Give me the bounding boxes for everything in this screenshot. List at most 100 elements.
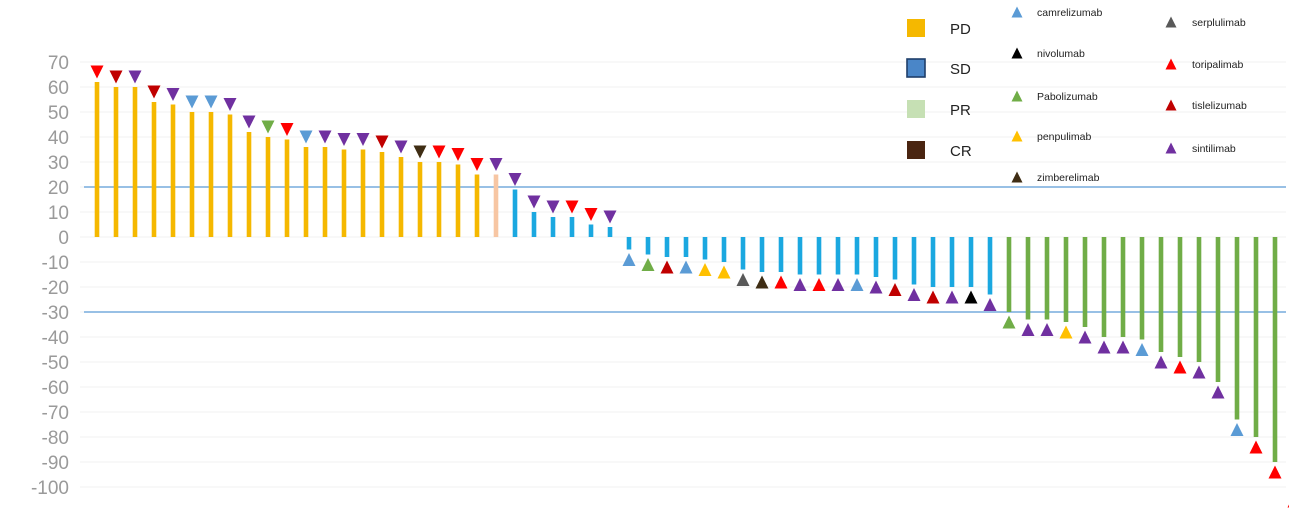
bar <box>702 237 708 260</box>
drug-marker <box>907 288 921 301</box>
drug-marker <box>1021 323 1035 336</box>
drug-marker <box>1116 340 1130 354</box>
bar <box>759 237 765 272</box>
legend-drug-icon <box>1011 47 1023 59</box>
drug-marker <box>1154 355 1168 369</box>
legend-drug-label: toripalimab <box>1192 59 1244 71</box>
drug-marker <box>983 298 997 311</box>
legend-label: CR <box>950 143 972 160</box>
drug-marker <box>242 115 256 129</box>
drug-marker <box>1173 360 1187 374</box>
drug-marker <box>470 158 484 171</box>
legend-drug-label: zimberelimab <box>1037 172 1100 184</box>
bar <box>1082 237 1088 327</box>
bar <box>1196 237 1202 362</box>
drug-marker <box>413 145 427 159</box>
legend-label: PR <box>950 102 971 119</box>
bars <box>94 82 1278 462</box>
bar <box>170 104 176 237</box>
drug-marker <box>964 290 978 304</box>
legend-drug-label: tislelizumab <box>1192 100 1247 112</box>
bar <box>1025 237 1031 320</box>
y-tick-label: -10 <box>42 253 69 274</box>
drug-marker <box>90 65 104 79</box>
legend-drug-label: penpulimab <box>1037 131 1091 143</box>
bar <box>683 237 689 257</box>
drug-marker <box>755 275 769 289</box>
drug-marker <box>850 278 864 291</box>
bar <box>227 114 233 237</box>
drug-marker <box>622 253 636 266</box>
drug-marker <box>641 258 655 271</box>
bar <box>1139 237 1145 340</box>
bar <box>1101 237 1107 337</box>
drug-marker <box>1040 323 1054 336</box>
bar <box>987 237 993 295</box>
bar <box>873 237 879 277</box>
bar <box>892 237 898 280</box>
drug-marker <box>1268 465 1282 479</box>
drug-marker <box>565 200 579 214</box>
legend-drug-label: serplulimab <box>1192 17 1246 29</box>
legend-swatch <box>907 19 925 37</box>
drug-marker <box>508 173 522 186</box>
bar <box>740 237 746 270</box>
bar <box>854 237 860 275</box>
legend-swatch <box>907 100 925 118</box>
drug-marker <box>1249 440 1263 454</box>
bar <box>1063 237 1069 322</box>
drug-marker <box>1002 315 1016 329</box>
bar <box>1215 237 1221 382</box>
drug-marker <box>831 278 845 291</box>
drug-marker <box>318 130 332 144</box>
bar <box>1272 237 1278 462</box>
bar <box>835 237 841 275</box>
drug-marker <box>128 70 142 84</box>
y-axis-ticks: 70 60 50 40 30 20 10 0 -10 -20 -30 -40 -50 -60 -70 -80 -… <box>31 53 69 499</box>
drug-marker <box>869 280 883 294</box>
legend-swatch <box>906 58 926 78</box>
drug-marker <box>926 290 940 304</box>
bar <box>1006 237 1012 312</box>
drug-marker <box>394 140 408 154</box>
bar <box>1177 237 1183 357</box>
bar <box>1158 237 1164 352</box>
drug-marker <box>679 260 693 274</box>
y-tick-label: -70 <box>42 403 69 424</box>
drug-marker <box>204 95 218 109</box>
bar <box>550 217 556 237</box>
bar <box>1120 237 1126 337</box>
drug-marker <box>584 208 598 221</box>
drug-marker <box>375 135 389 149</box>
legend-drug-icon <box>1011 130 1023 142</box>
drug-marker <box>812 278 826 291</box>
legend-label: SD <box>950 61 971 78</box>
bar <box>208 112 214 237</box>
legend-drug-icon <box>1165 58 1177 70</box>
y-tick-label: -40 <box>42 328 69 349</box>
bar <box>398 157 404 237</box>
drug-marker <box>698 263 712 276</box>
bar <box>607 227 613 237</box>
bar <box>322 147 328 237</box>
legend: PD SD PR CR camrelizumab serplulimab nivolumab… <box>906 6 1247 184</box>
drug-marker <box>261 120 275 134</box>
bar <box>474 174 480 237</box>
bar <box>379 152 385 237</box>
drug-markers <box>90 65 1289 508</box>
drug-marker <box>660 260 674 274</box>
bar <box>284 139 290 237</box>
bar <box>132 87 138 237</box>
drug-marker <box>451 148 465 161</box>
bar <box>512 189 518 237</box>
bar <box>569 217 575 237</box>
drug-marker <box>1135 343 1149 356</box>
drug-marker <box>337 133 351 146</box>
legend-label: PD <box>950 21 971 38</box>
drug-marker <box>527 195 541 209</box>
y-tick-label: 40 <box>48 128 69 149</box>
y-tick-label: 60 <box>48 78 69 99</box>
legend-drug-icon <box>1165 99 1177 111</box>
bar <box>1234 237 1240 420</box>
